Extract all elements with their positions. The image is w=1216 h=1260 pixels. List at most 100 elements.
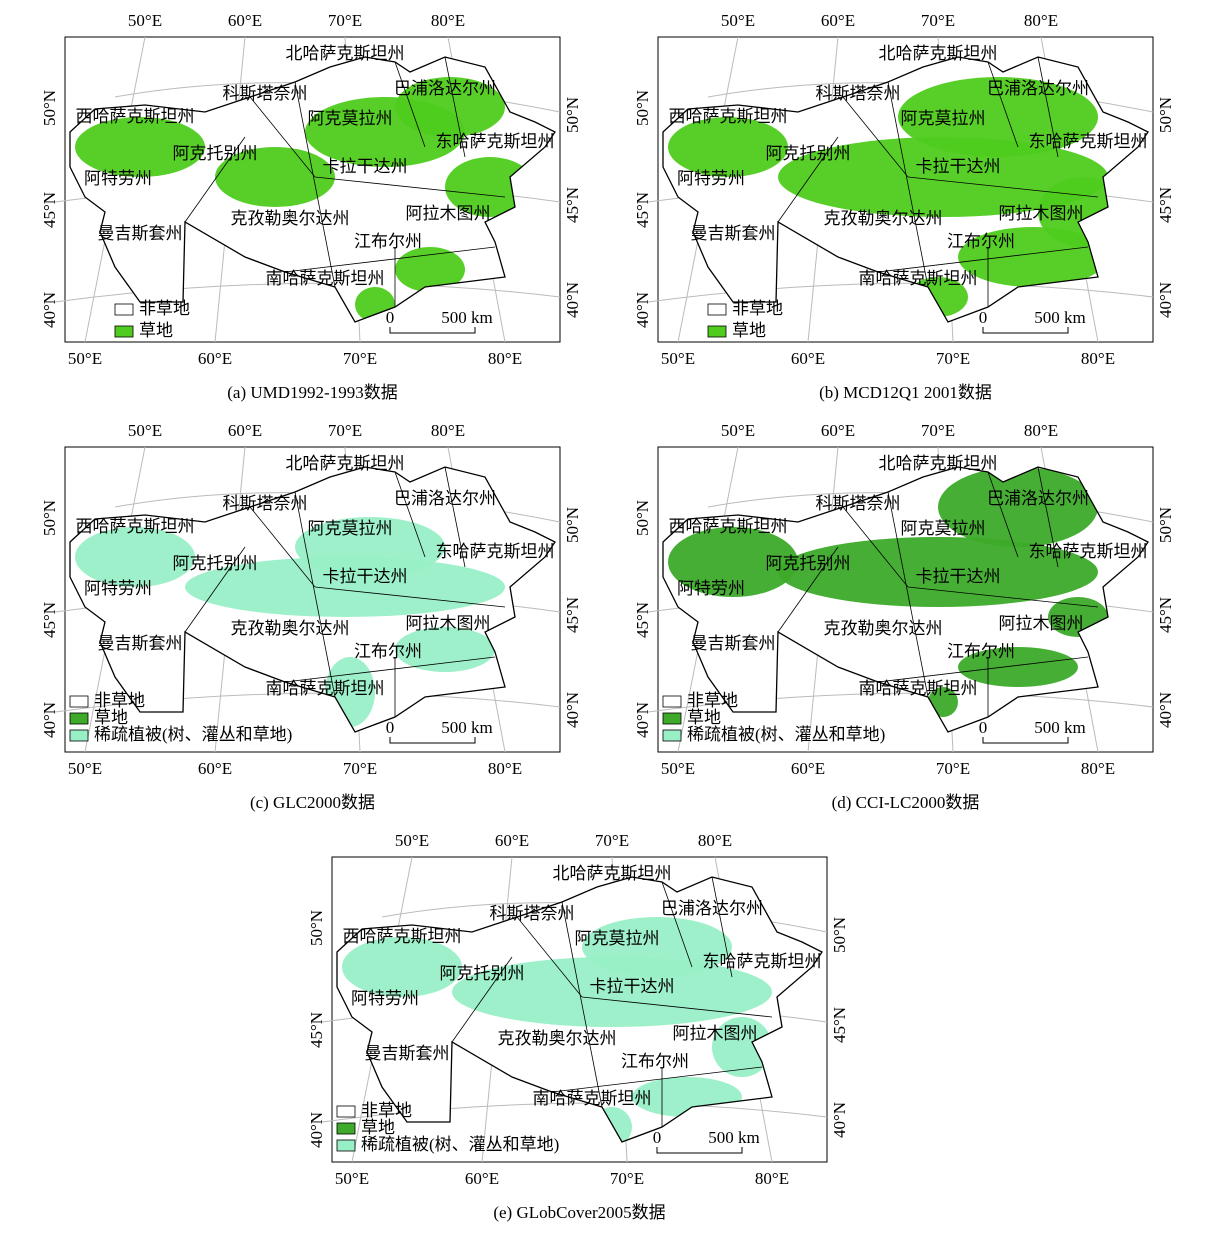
region-label: 南哈萨克斯坦州 [859,269,978,288]
lon-label-bottom: 70°E [610,1169,644,1188]
legend-label: 非草地 [139,299,190,318]
scale-start: 0 [979,308,988,327]
lat-label-right: 40°N [830,1102,849,1138]
region-border [842,506,909,588]
region-label: 江布尔州 [947,232,1015,251]
region-label: 巴浦洛达尔州 [987,79,1089,98]
legend-label: 草地 [94,708,128,727]
scale-bar [389,327,476,334]
region-label: 阿拉木图州 [406,204,491,223]
lat-label-left: 45°N [633,192,652,228]
vegetation-patch [215,147,335,207]
region-label: 西哈萨克斯坦州 [669,107,788,126]
lon-label-top: 60°E [228,11,262,30]
region-label: 东哈萨克斯坦州 [1029,542,1148,561]
scale-bar [389,737,476,744]
lon-label-top: 60°E [495,831,529,850]
panel-caption: (d) CCI-LC2000数据 [832,793,980,812]
region-label: 克孜勒奥尔达州 [231,619,350,638]
region-border [877,656,1089,683]
lat-label-left: 40°N [40,702,59,738]
lon-label-top: 50°E [395,831,429,850]
region-label: 南哈萨克斯坦州 [533,1089,652,1108]
region-border [907,586,1099,608]
region-border [314,586,506,608]
scale-bar [656,1147,743,1154]
region-label: 北哈萨克斯坦州 [879,44,998,63]
vegetation-patch [75,527,195,587]
scale-end: 500 km [441,718,492,737]
region-label: 卡拉干达州 [323,157,408,176]
vegetation-patch [395,77,505,137]
graticule-line [647,692,1154,713]
lat-label-right: 40°N [1156,282,1175,318]
lat-label-right: 45°N [1156,597,1175,633]
region-label: 江布尔州 [354,232,422,251]
lon-label-bottom: 70°E [343,759,377,778]
region-label: 南哈萨克斯坦州 [859,679,978,698]
region-label: 克孜勒奥尔达州 [498,1029,617,1048]
vegetation-patch [778,537,1098,607]
lon-label-top: 50°E [128,11,162,30]
lat-label-left: 45°N [40,602,59,638]
scale-start: 0 [653,1128,662,1147]
legend-label: 非草地 [687,691,738,710]
lon-label-top: 80°E [431,421,465,440]
region-label: 江布尔州 [621,1052,689,1071]
lon-label-top: 80°E [698,831,732,850]
lon-label-top: 70°E [921,421,955,440]
vegetation-patch [395,627,495,672]
scale-start: 0 [386,308,395,327]
lon-label-bottom: 50°E [335,1169,369,1188]
lon-label-bottom: 50°E [661,759,695,778]
vegetation-patch [938,467,1098,547]
region-border [1037,56,1059,158]
vegetation-patch [452,957,772,1027]
lon-label-top: 60°E [821,421,855,440]
legend-label: 草地 [139,321,173,340]
region-border [887,81,929,288]
legend-swatch [662,729,682,742]
lon-label-top: 70°E [328,11,362,30]
region-border [777,136,839,223]
region-label: 西哈萨克斯坦州 [76,517,195,536]
scale-end: 500 km [441,308,492,327]
lat-label-left: 45°N [633,602,652,638]
lon-label-bottom: 50°E [661,349,695,368]
country-outline [69,56,556,323]
region-border [249,96,316,178]
scale-bar [982,327,1069,334]
panel-caption: (a) UMD1992-1993数据 [227,383,397,402]
region-label: 卡拉干达州 [590,977,675,996]
region-border [516,916,583,998]
region-label: 阿克托别州 [173,144,258,163]
lat-label-right: 40°N [563,692,582,728]
region-label: 克孜勒奥尔达州 [824,619,943,638]
lat-label-left: 40°N [307,1112,326,1148]
lon-label-top: 80°E [431,11,465,30]
lat-label-left: 40°N [633,702,652,738]
vegetation [668,467,1108,717]
region-border [444,56,466,158]
vegetation-patch [295,517,445,577]
region-border [711,876,733,978]
legend-swatch [336,1105,356,1118]
lat-label-right: 45°N [563,597,582,633]
region-label: 曼吉斯套州 [691,224,776,243]
region-label: 阿克托别州 [766,554,851,573]
legend-label: 稀疏植被(树、灌丛和草地) [94,725,292,744]
vegetation [75,77,535,322]
vegetation-patch [958,227,1108,287]
lon-label-top: 60°E [821,11,855,30]
legend-label: 草地 [732,321,766,340]
region-label: 江布尔州 [947,642,1015,661]
region-border [987,61,1019,148]
lon-label-bottom: 80°E [1081,349,1115,368]
scale-start: 0 [386,718,395,737]
region-label: 巴浦洛达尔州 [394,489,496,508]
scale-end: 500 km [708,1128,759,1147]
lon-label-bottom: 50°E [68,759,102,778]
